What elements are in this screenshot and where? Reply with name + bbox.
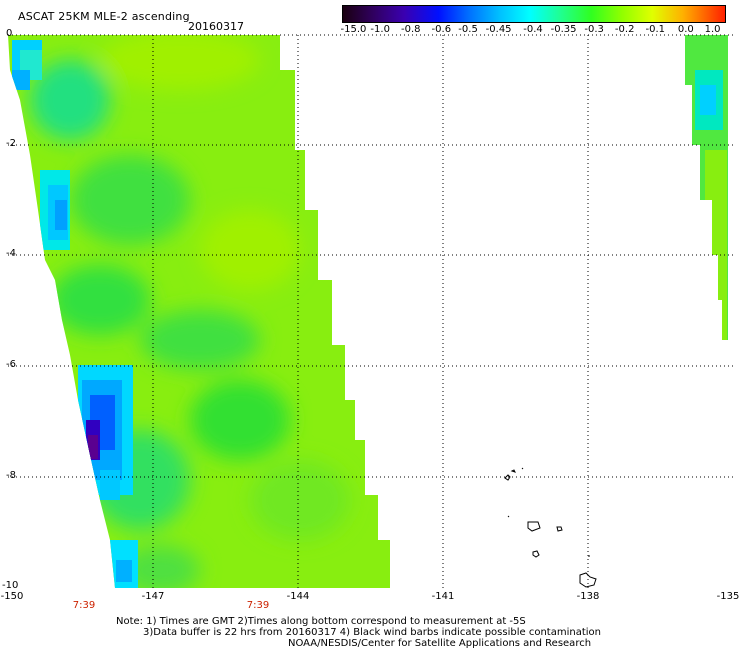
colorbar-label: -0.5	[458, 24, 478, 35]
x-tick-label: -144	[286, 591, 310, 602]
cool-patch-mid	[40, 170, 70, 250]
grid-lines	[8, 34, 733, 588]
x-tick-label: -147	[141, 591, 165, 602]
x-tick-label: -150	[0, 591, 24, 602]
colorbar-label: -1.0	[370, 24, 390, 35]
colorbar-label: -0.8	[400, 24, 421, 35]
colorbar-label: -0.45	[485, 24, 512, 35]
swath-east	[685, 35, 728, 340]
y-tick-label: -2	[6, 138, 16, 149]
colorbar-label: -0.4	[523, 24, 543, 35]
y-tick-label: 0	[6, 28, 13, 39]
x-tick-label: -135	[716, 591, 740, 602]
colorbar-label: -0.1	[645, 24, 665, 35]
map-date: 20160317	[188, 20, 244, 33]
x-tick-label: -138	[576, 591, 600, 602]
y-tick-label: -10	[2, 580, 19, 591]
colorbar-labels: -15.0 -1.0 -0.8 -0.6 -0.5 -0.45 -0.4 -0.…	[340, 24, 724, 36]
map-title: ASCAT 25KM MLE-2 ascending	[18, 10, 190, 23]
note-line-1: Note: 1) Times are GMT 2)Times along bot…	[116, 616, 526, 627]
y-tick-label: -6	[6, 359, 16, 370]
colorbar	[342, 5, 726, 23]
colorbar-label: 0.0	[677, 24, 694, 35]
colorbar-label: -0.2	[614, 24, 635, 35]
time-label: 7:39	[246, 600, 270, 611]
swath-main	[8, 35, 390, 588]
colorbar-label: 1.0	[704, 24, 721, 35]
cool-patch-north	[12, 40, 42, 90]
y-tick-label: -4	[6, 248, 16, 259]
colorbar-label: -15.0	[340, 24, 367, 35]
colorbar-label: -0.3	[584, 24, 604, 35]
colorbar-label: -0.35	[550, 24, 577, 35]
time-label: 7:39	[72, 600, 96, 611]
x-tick-label: -141	[431, 591, 455, 602]
island-outlines	[504, 467, 597, 588]
colorbar-label: -0.6	[431, 24, 452, 35]
y-tick-label: -8	[6, 470, 16, 481]
note-line-3: NOAA/NESDIS/Center for Satellite Applica…	[288, 638, 592, 649]
note-line-2: 3)Data buffer is 22 hrs from 20160317 4)…	[143, 627, 601, 638]
